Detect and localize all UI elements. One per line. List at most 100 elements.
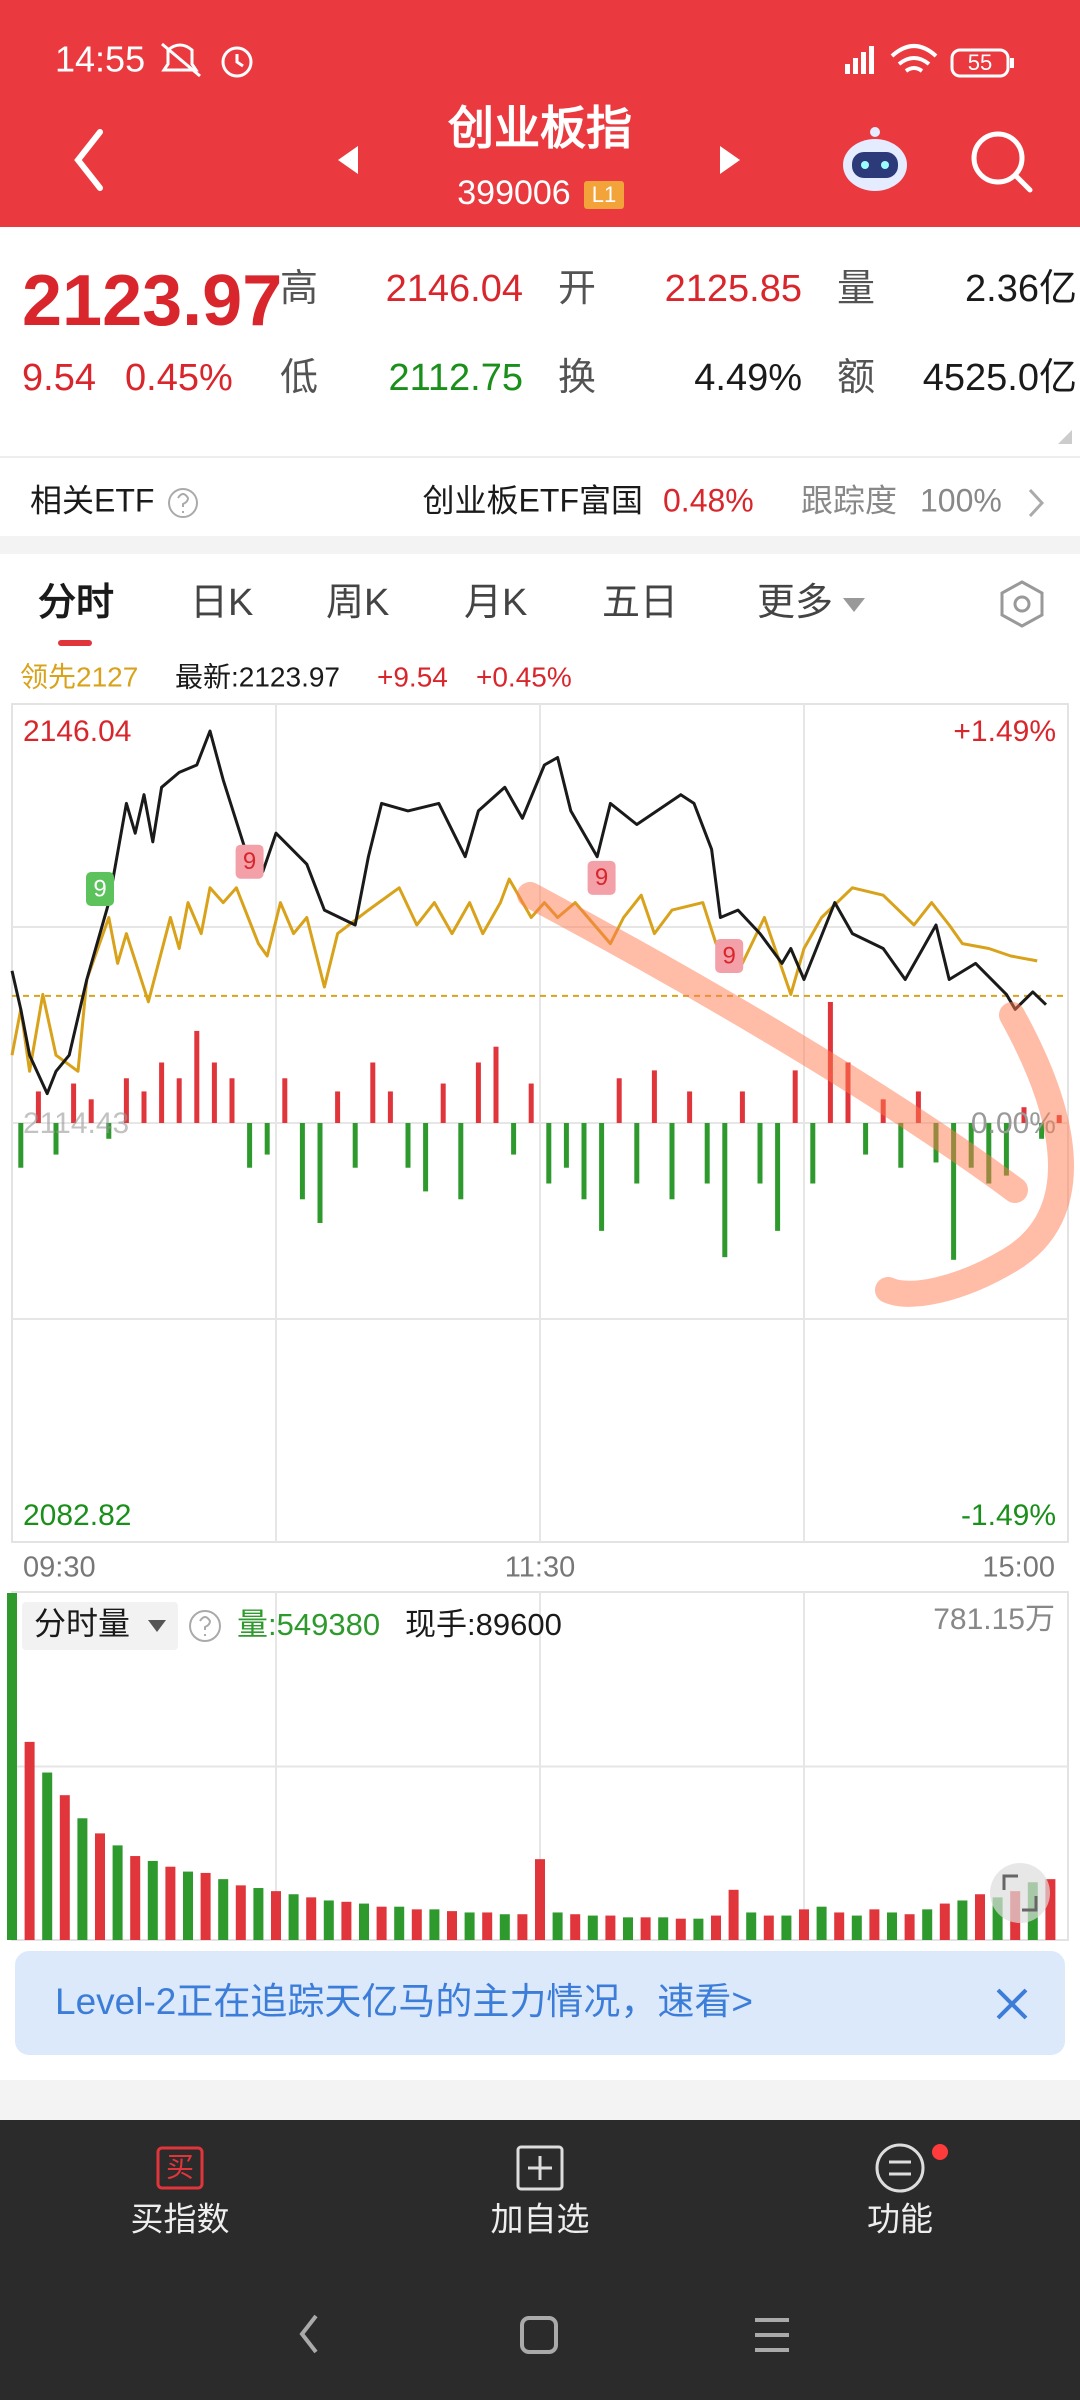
tab[interactable]: 五日 bbox=[602, 582, 678, 624]
flow-bar bbox=[599, 1123, 605, 1231]
volume-bar bbox=[376, 1906, 387, 1940]
y-tick-label: 781.15万 bbox=[933, 1603, 1055, 1636]
signal-marker bbox=[235, 844, 264, 879]
volume-bar bbox=[165, 1866, 176, 1940]
help-icon bbox=[168, 488, 198, 518]
volume-bar bbox=[851, 1915, 862, 1940]
search-button[interactable] bbox=[971, 131, 1033, 193]
volume-selector[interactable] bbox=[22, 1602, 178, 1650]
volume-bar bbox=[939, 1903, 950, 1940]
signal-label: 9 bbox=[93, 875, 106, 902]
robot-button[interactable] bbox=[843, 127, 907, 191]
flow-bar bbox=[71, 1083, 77, 1123]
flow-bar bbox=[423, 1123, 429, 1192]
legend-lead: 领先2127 bbox=[20, 661, 138, 692]
tab[interactable]: 日K bbox=[190, 582, 253, 624]
volume-bar bbox=[288, 1894, 299, 1940]
volume-bar bbox=[887, 1912, 897, 1940]
volume-bar bbox=[394, 1906, 405, 1940]
sys-back[interactable] bbox=[299, 2314, 318, 2354]
back-button[interactable] bbox=[74, 129, 103, 191]
flow-bar bbox=[317, 1123, 323, 1223]
battery-tip bbox=[1010, 58, 1014, 68]
expand-button[interactable] bbox=[990, 1863, 1050, 1923]
corner-mark bbox=[1058, 430, 1072, 444]
flow-bar bbox=[159, 1062, 165, 1123]
flow-bar bbox=[915, 1091, 921, 1123]
banner-close[interactable] bbox=[996, 1988, 1028, 2020]
buy-icon-text: 买 bbox=[166, 2151, 194, 2182]
stat-label: 换 bbox=[558, 357, 596, 399]
volume-bar bbox=[447, 1911, 457, 1940]
nav-label: 买指数 bbox=[131, 2201, 230, 2238]
volume-bar bbox=[587, 1915, 598, 1940]
volume-bar bbox=[552, 1912, 563, 1940]
robot-face bbox=[852, 152, 898, 178]
signal-marker bbox=[86, 871, 114, 906]
volume-bar bbox=[464, 1912, 475, 1940]
tab[interactable]: 更多 bbox=[757, 582, 833, 624]
settings-button[interactable] bbox=[1000, 580, 1044, 628]
etf-percent: 0.48% bbox=[663, 482, 754, 518]
tab[interactable]: 月K bbox=[464, 582, 527, 624]
volume-bar bbox=[781, 1915, 792, 1940]
flow-bar bbox=[546, 1123, 552, 1184]
volume-bar bbox=[253, 1888, 264, 1940]
volume-bar bbox=[623, 1917, 633, 1940]
stat-value: 2125.85 bbox=[665, 268, 802, 310]
banner[interactable] bbox=[15, 1951, 1065, 2055]
buy-icon bbox=[156, 2146, 204, 2190]
tab[interactable]: 周K bbox=[326, 582, 389, 624]
flow-bar bbox=[211, 1062, 217, 1123]
signal-label: 9 bbox=[595, 864, 608, 891]
sys-menu[interactable] bbox=[755, 2318, 789, 2352]
volume-bar bbox=[517, 1914, 528, 1940]
y-tick-label: 2146.04 bbox=[23, 715, 131, 748]
hand-drawn-arrow bbox=[517, 882, 1074, 1307]
prev-button[interactable] bbox=[338, 146, 358, 174]
function-icon-lines bbox=[889, 2160, 911, 2176]
volume-label: 量:549380 bbox=[237, 1607, 380, 1642]
flow-bar bbox=[299, 1123, 305, 1200]
nav-function[interactable]: 功能 bbox=[867, 2143, 948, 2238]
flow-bar bbox=[634, 1123, 640, 1184]
flow-bar bbox=[53, 1123, 59, 1155]
flow-bar bbox=[493, 1046, 499, 1123]
hand-label: 现手:89600 bbox=[405, 1607, 562, 1642]
volume-bar bbox=[341, 1901, 352, 1940]
volume-bar bbox=[957, 1900, 968, 1940]
next-button[interactable] bbox=[720, 146, 740, 174]
volume-bar bbox=[763, 1915, 774, 1940]
flow-bar bbox=[810, 1123, 816, 1184]
header-code: 399006 bbox=[457, 174, 570, 212]
volume-bar bbox=[42, 1772, 53, 1940]
flow-bar bbox=[247, 1123, 253, 1168]
etf-row[interactable]: 相关ETF 创业板ETF富国 0.48% 跟踪度 100% bbox=[30, 482, 1045, 518]
flow-bar bbox=[1003, 1123, 1009, 1176]
stat-label: 高 bbox=[280, 268, 318, 310]
y-tick-label: 2082.82 bbox=[23, 1499, 131, 1532]
help-icon bbox=[189, 1610, 221, 1642]
nav-watch[interactable]: 加自选 bbox=[491, 2145, 590, 2238]
flow-bar bbox=[739, 1091, 745, 1123]
volume-bar bbox=[77, 1818, 88, 1940]
volume-bar bbox=[183, 1871, 193, 1940]
legend-latest: 最新:2123.97 bbox=[175, 661, 340, 692]
stat-value: 2112.75 bbox=[388, 357, 523, 399]
section-gap bbox=[0, 2080, 1080, 2120]
volume-bar bbox=[1045, 1879, 1056, 1940]
sys-home[interactable] bbox=[520, 2316, 558, 2354]
stat-value: 4.49% bbox=[694, 357, 802, 399]
volume-bar bbox=[271, 1891, 281, 1940]
chevron bbox=[1028, 488, 1045, 518]
function-icon bbox=[875, 2143, 925, 2193]
volume-bar bbox=[869, 1909, 880, 1940]
flow-bar bbox=[194, 1030, 200, 1123]
nav-buy[interactable]: 买 买指数 bbox=[131, 2146, 230, 2238]
banner-text: Level-2正在追踪天亿马的主力情况，速看> bbox=[55, 1981, 753, 2022]
volume-bar bbox=[218, 1879, 229, 1940]
volume-bar bbox=[570, 1914, 581, 1940]
tab[interactable]: 分时 bbox=[38, 582, 114, 624]
flow-bar bbox=[687, 1091, 693, 1123]
volume-bar bbox=[59, 1795, 70, 1940]
